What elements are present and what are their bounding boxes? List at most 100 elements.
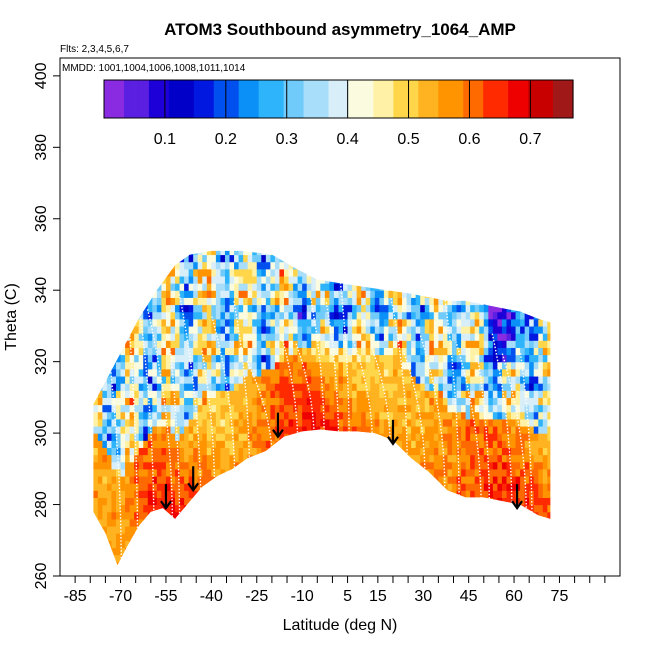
colorbar-cell	[338, 80, 345, 118]
heatmap-cell	[529, 261, 535, 270]
heatmap-cell	[456, 554, 462, 563]
heatmap-cell	[506, 297, 512, 306]
heatmap-cell	[102, 340, 108, 348]
heatmap-cell	[352, 447, 358, 456]
heatmap-cell	[520, 275, 526, 284]
heatmap-cell	[320, 518, 326, 527]
heatmap-cell	[456, 411, 462, 420]
x-tick-label: -10	[291, 588, 314, 605]
heatmap-cell	[143, 375, 149, 384]
heatmap-cell	[215, 447, 222, 456]
heatmap-cell	[506, 347, 512, 356]
heatmap-cell	[533, 397, 539, 406]
heatmap-cell	[324, 418, 331, 427]
heatmap-cell	[470, 468, 476, 477]
tropopause-arrows	[160, 412, 523, 511]
heatmap-cell	[370, 254, 376, 263]
heatmap-cell	[143, 318, 149, 327]
heatmap-cell	[188, 397, 194, 406]
heatmap-cell	[452, 275, 458, 284]
heatmap-cell	[488, 554, 494, 563]
heatmap-cell	[370, 525, 376, 534]
heatmap-cell	[374, 454, 380, 463]
heatmap-cell	[311, 268, 317, 277]
heatmap-cell	[383, 368, 390, 377]
heatmap-cell	[483, 525, 489, 534]
heatmap-cell	[315, 290, 321, 298]
heatmap-cell	[202, 318, 208, 327]
heatmap-cell	[533, 368, 539, 377]
heatmap-cell	[179, 268, 185, 277]
heatmap-cell	[456, 433, 462, 441]
heatmap-cell	[238, 425, 244, 434]
heatmap-cell	[265, 290, 271, 298]
heatmap-cell	[161, 425, 167, 434]
heatmap-cell	[411, 404, 417, 413]
heatmap-cell	[392, 547, 399, 556]
heatmap-cell	[461, 425, 467, 434]
heatmap-cell	[365, 250, 371, 256]
heatmap-cell	[470, 525, 476, 534]
heatmap-cell	[134, 340, 140, 348]
heatmap-cell	[429, 325, 435, 334]
heatmap-cell	[356, 268, 362, 277]
colorbar-cell	[383, 80, 389, 118]
heatmap-cell	[247, 340, 253, 348]
heatmap-cell	[501, 250, 508, 256]
heatmap-cell	[506, 404, 512, 413]
heatmap-cell	[365, 411, 371, 420]
heatmap-cell	[488, 561, 494, 566]
heatmap-cell	[270, 311, 276, 320]
heatmap-cell	[315, 404, 321, 413]
heatmap-cell	[424, 404, 430, 413]
heatmap-cell	[243, 497, 249, 506]
heatmap-cell	[238, 447, 244, 456]
heatmap-cell	[238, 404, 244, 413]
heatmap-cell	[383, 475, 390, 484]
heatmap-cell	[383, 483, 390, 491]
heatmap-cell	[533, 325, 539, 334]
heatmap-cell	[193, 433, 199, 441]
heatmap-cell	[506, 468, 512, 477]
heatmap-cell	[302, 468, 308, 477]
heatmap-cell	[338, 347, 344, 356]
heatmap-cell	[429, 390, 435, 398]
heatmap-cell	[229, 297, 235, 306]
heatmap-cell	[288, 454, 294, 463]
heatmap-cell	[143, 304, 149, 313]
heatmap-cell	[247, 268, 253, 277]
heatmap-cell	[247, 490, 253, 499]
heatmap-cell	[356, 533, 362, 541]
heatmap-cell	[143, 297, 149, 306]
colorbar-tick-label: 0.7	[519, 131, 541, 148]
heatmap-cell	[284, 475, 290, 484]
heatmap-cell	[247, 397, 253, 406]
colorbar: 0.1 0.2 0.3 0.4 0.5 0.6 0.7	[103, 79, 574, 148]
colorbar-cell	[553, 80, 559, 118]
heatmap-cell	[374, 368, 380, 377]
heatmap-cell	[156, 340, 163, 348]
heatmap-cell	[284, 454, 290, 463]
heatmap-cell	[424, 518, 430, 527]
heatmap-cell	[125, 397, 131, 406]
heatmap-cell	[288, 547, 294, 556]
heatmap-cell	[479, 375, 485, 384]
heatmap-cell	[93, 411, 99, 420]
heatmap-cell	[406, 375, 412, 384]
heatmap-cell	[206, 311, 212, 320]
heatmap-cell	[129, 468, 135, 477]
heatmap-cell	[361, 340, 367, 348]
heatmap-cell	[193, 297, 199, 306]
heatmap-cell	[138, 333, 144, 341]
heatmap-cell	[261, 490, 267, 499]
colorbar-cell	[198, 80, 205, 118]
heatmap-cell	[483, 311, 489, 320]
heatmap-cell	[93, 454, 99, 463]
heatmap-cell	[333, 297, 340, 306]
heatmap-cell	[415, 540, 421, 549]
heatmap-cell	[479, 433, 485, 441]
heatmap-cell	[492, 454, 499, 463]
heatmap-cell	[138, 347, 144, 356]
heatmap-cell	[211, 340, 217, 348]
heatmap-cell	[329, 390, 335, 398]
